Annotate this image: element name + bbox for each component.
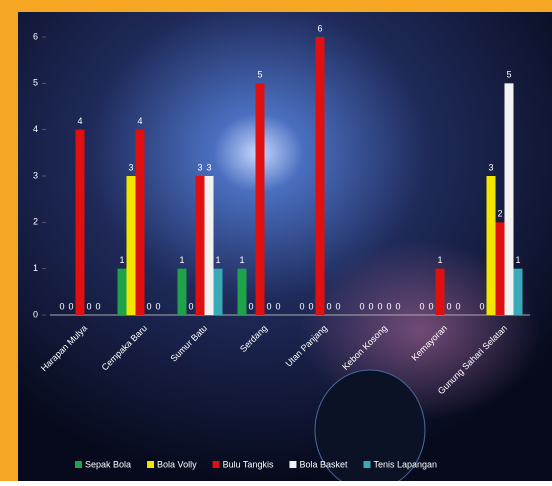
legend-swatch xyxy=(147,461,155,468)
y-tick-label: 2 xyxy=(33,217,38,227)
value-label: 0 xyxy=(326,301,331,311)
value-label: 0 xyxy=(95,301,100,311)
value-label: 0 xyxy=(335,301,340,311)
value-label: 2 xyxy=(497,209,502,219)
value-label: 0 xyxy=(428,301,433,311)
value-label: 0 xyxy=(86,301,91,311)
y-tick-label: 0 xyxy=(33,309,38,319)
y-tick-label: 1 xyxy=(33,263,38,273)
value-label: 0 xyxy=(68,301,73,311)
value-label: 0 xyxy=(146,301,151,311)
value-label: 0 xyxy=(446,301,451,311)
value-label: 1 xyxy=(437,255,442,265)
value-label: 1 xyxy=(239,255,244,265)
value-label: 0 xyxy=(188,301,193,311)
legend-swatch xyxy=(212,461,220,468)
value-label: 3 xyxy=(488,162,493,172)
value-label: 3 xyxy=(206,162,211,172)
legend-label: Bola Volly xyxy=(157,459,197,469)
value-label: 1 xyxy=(179,255,184,265)
value-label: 0 xyxy=(455,301,460,311)
value-label: 0 xyxy=(248,301,253,311)
y-tick-label: 4 xyxy=(33,124,38,134)
value-label: 0 xyxy=(266,301,271,311)
planet xyxy=(314,369,426,486)
value-label: 0 xyxy=(377,301,382,311)
value-label: 5 xyxy=(257,70,262,80)
bar xyxy=(195,176,205,315)
y-tick-label: 5 xyxy=(33,78,38,88)
value-label: 1 xyxy=(119,255,124,265)
legend-label: Tenis Lapangan xyxy=(373,459,437,469)
bar xyxy=(315,37,325,315)
legend-swatch xyxy=(75,461,82,468)
bar xyxy=(513,268,523,315)
y-tick-label: 6 xyxy=(33,31,38,41)
bar xyxy=(237,268,247,315)
value-label: 1 xyxy=(515,255,520,265)
value-label: 3 xyxy=(128,162,133,172)
value-label: 0 xyxy=(419,301,424,311)
bar xyxy=(126,176,136,315)
value-label: 0 xyxy=(299,301,304,311)
value-label: 0 xyxy=(386,301,391,311)
value-label: 0 xyxy=(395,301,400,311)
value-label: 0 xyxy=(368,301,373,311)
value-label: 1 xyxy=(215,255,220,265)
value-label: 0 xyxy=(155,301,160,311)
value-label: 0 xyxy=(275,301,280,311)
bar xyxy=(135,129,145,315)
legend-label: Sepak Bola xyxy=(85,459,131,469)
bar xyxy=(255,83,265,315)
bar xyxy=(213,268,223,315)
bar xyxy=(495,222,505,315)
legend-label: Bulu Tangkis xyxy=(223,459,274,469)
bar xyxy=(117,268,127,315)
value-label: 0 xyxy=(479,301,484,311)
bar xyxy=(504,83,514,315)
bar xyxy=(204,176,214,315)
bar xyxy=(177,268,187,315)
bar xyxy=(75,129,85,315)
value-label: 5 xyxy=(506,70,511,80)
legend-label: Bola Basket xyxy=(299,459,348,469)
value-label: 0 xyxy=(308,301,313,311)
value-label: 4 xyxy=(137,116,142,126)
value-label: 0 xyxy=(359,301,364,311)
y-tick-label: 3 xyxy=(33,170,38,180)
legend-swatch xyxy=(363,461,371,468)
value-label: 4 xyxy=(77,116,82,126)
value-label: 0 xyxy=(59,301,64,311)
value-label: 3 xyxy=(197,162,202,172)
bar xyxy=(486,176,496,315)
bar xyxy=(435,268,445,315)
legend-swatch xyxy=(289,461,297,468)
value-label: 6 xyxy=(317,23,322,33)
